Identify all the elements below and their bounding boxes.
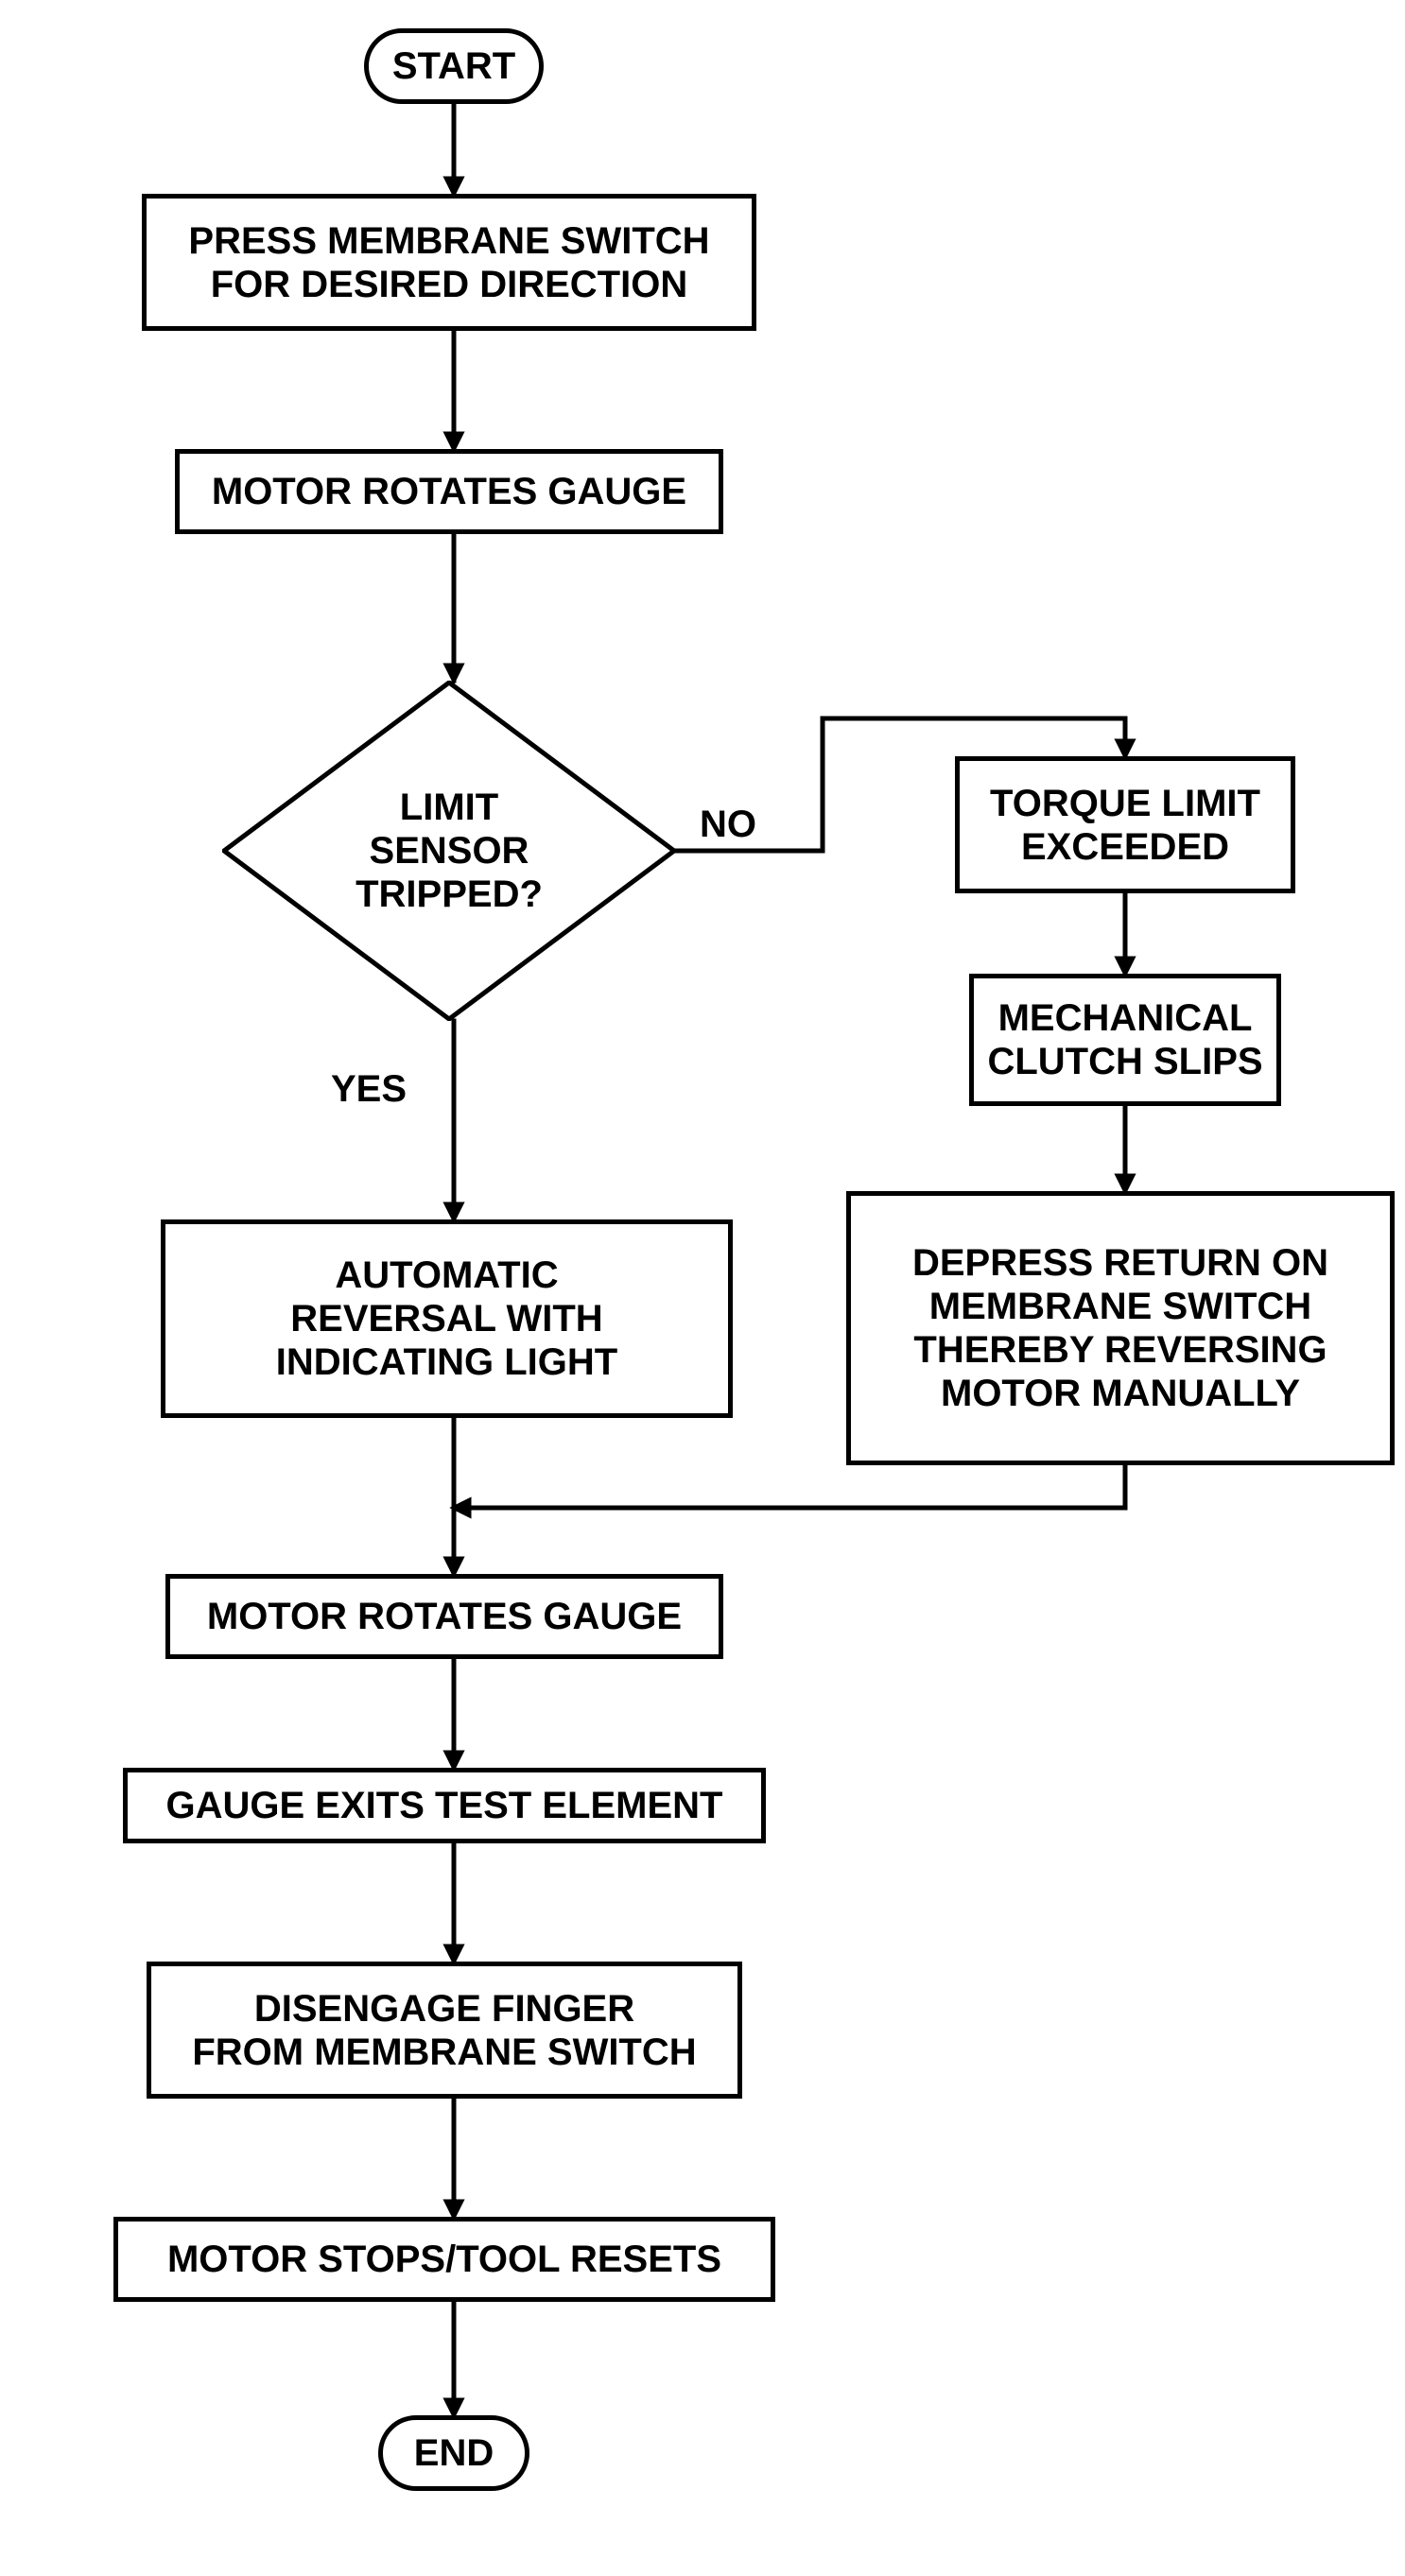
node-torque: TORQUE LIMITEXCEEDED [955, 756, 1295, 893]
node-limit: LIMITSENSORTRIPPED? [222, 681, 676, 1021]
node-limit-label: LIMITSENSORTRIPPED? [222, 681, 676, 1021]
edge-label-e-limit-no: NO [700, 804, 756, 846]
node-diseng: DISENGAGE FINGERFROM MEMBRANE SWITCH [147, 1962, 742, 2099]
node-clutch: MECHANICALCLUTCH SLIPS [969, 974, 1281, 1106]
node-end: END [378, 2415, 529, 2491]
node-stops: MOTOR STOPS/TOOL RESETS [113, 2217, 775, 2302]
node-start: START [364, 28, 544, 104]
edge-label-e-limit-yes: YES [331, 1068, 407, 1111]
node-depress: DEPRESS RETURN ONMEMBRANE SWITCHTHEREBY … [846, 1191, 1395, 1465]
node-rotate2: MOTOR ROTATES GAUGE [165, 1574, 723, 1659]
node-auto: AUTOMATICREVERSAL WITHINDICATING LIGHT [161, 1219, 733, 1418]
node-press: PRESS MEMBRANE SWITCHFOR DESIRED DIRECTI… [142, 194, 756, 331]
flowchart-canvas: START PRESS MEMBRANE SWITCHFOR DESIRED DI… [0, 0, 1405, 2576]
node-exits: GAUGE EXITS TEST ELEMENT [123, 1768, 766, 1843]
edge-e-depress-merge [454, 1465, 1125, 1508]
node-rotate1: MOTOR ROTATES GAUGE [175, 449, 723, 534]
